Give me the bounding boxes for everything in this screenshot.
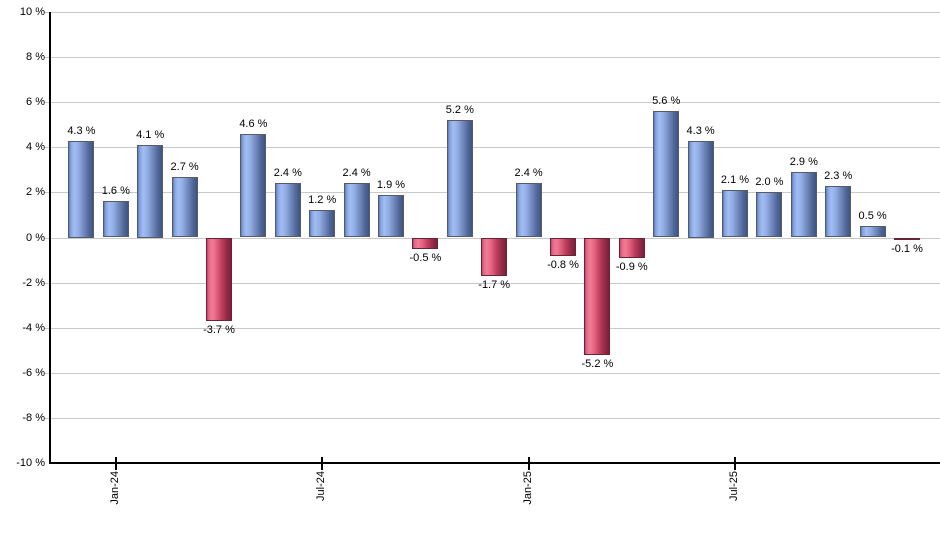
bar bbox=[378, 194, 404, 238]
gridline bbox=[44, 12, 940, 13]
y-axis-line bbox=[49, 12, 51, 463]
bar bbox=[102, 201, 129, 238]
gridline bbox=[44, 327, 940, 329]
bar-value-label: 5.6 % bbox=[652, 95, 681, 108]
x-axis-tick-label: Jul-24 bbox=[315, 471, 328, 501]
bar bbox=[240, 133, 267, 238]
bar-value-label: -1.7 % bbox=[478, 278, 511, 291]
bar-value-label: 4.1 % bbox=[136, 129, 165, 141]
bar bbox=[274, 183, 301, 238]
bar-value-label: 2.3 % bbox=[824, 169, 853, 182]
x-axis-tick bbox=[527, 457, 530, 470]
bar bbox=[790, 172, 817, 238]
bar bbox=[481, 237, 508, 276]
bar-value-label: 2.7 % bbox=[170, 160, 199, 173]
bar-value-label: -0.5 % bbox=[409, 251, 442, 264]
bar bbox=[515, 183, 542, 238]
y-axis-tick-label: 6 % bbox=[26, 96, 45, 109]
bar bbox=[894, 237, 920, 240]
gridline bbox=[44, 282, 940, 284]
y-axis-tick-label: -4 % bbox=[22, 321, 45, 334]
y-axis-tick-label: 0 % bbox=[26, 231, 45, 244]
gridline bbox=[44, 372, 940, 374]
y-axis-tick-label: -6 % bbox=[22, 366, 45, 379]
y-axis-tick-label: -8 % bbox=[22, 411, 45, 424]
bar-value-label: 4.3 % bbox=[686, 124, 715, 137]
x-axis-tick bbox=[321, 457, 324, 470]
bar-value-label: 2.4 % bbox=[273, 167, 302, 180]
bar bbox=[825, 185, 852, 238]
gridline bbox=[44, 102, 940, 104]
y-axis-tick-label: -2 % bbox=[22, 276, 45, 289]
bar-value-label: 2.1 % bbox=[720, 174, 750, 187]
bar-value-label: -5.2 % bbox=[581, 357, 614, 370]
y-axis-tick-label: 10 % bbox=[19, 6, 45, 18]
y-axis-tick-label: 4 % bbox=[26, 141, 45, 154]
x-axis-line bbox=[49, 462, 940, 464]
bar bbox=[137, 145, 164, 238]
x-axis-tick-label: Jan-24 bbox=[108, 471, 121, 505]
bar bbox=[446, 120, 473, 238]
bar bbox=[653, 111, 680, 238]
bar bbox=[722, 190, 748, 238]
bar-value-label: 4.3 % bbox=[67, 124, 96, 137]
gridline bbox=[44, 192, 940, 194]
bar-value-label: 1.9 % bbox=[376, 178, 406, 191]
bar-value-label: -0.8 % bbox=[547, 258, 579, 271]
bar-value-label: -3.7 % bbox=[203, 323, 235, 336]
bar bbox=[206, 237, 232, 321]
bar-value-label: 2.9 % bbox=[789, 156, 818, 169]
bar bbox=[687, 140, 714, 238]
bar-value-label: -0.1 % bbox=[891, 242, 923, 255]
bar bbox=[859, 226, 886, 238]
bar bbox=[550, 237, 576, 256]
gridline bbox=[44, 147, 940, 149]
bar bbox=[756, 192, 783, 238]
bar bbox=[584, 237, 611, 355]
bar-value-label: 2.4 % bbox=[514, 167, 543, 180]
x-axis-tick bbox=[734, 457, 736, 470]
bar-value-label: -0.9 % bbox=[615, 260, 648, 273]
gridline bbox=[44, 57, 940, 59]
bar bbox=[618, 237, 645, 258]
x-axis-tick bbox=[114, 457, 117, 470]
bar-value-label: 2.4 % bbox=[342, 167, 371, 180]
bar-value-label: 2.0 % bbox=[755, 176, 784, 189]
y-axis-tick-label: 2 % bbox=[26, 186, 45, 199]
y-axis-tick-label: 8 % bbox=[26, 51, 45, 64]
bar-value-label: 1.2 % bbox=[308, 194, 337, 207]
bar bbox=[309, 210, 336, 238]
bar bbox=[68, 140, 95, 238]
bar-value-label: 5.2 % bbox=[445, 104, 474, 117]
x-axis-tick-label: Jan-25 bbox=[521, 471, 534, 505]
bar bbox=[343, 183, 370, 238]
x-axis-tick-label: Jul-25 bbox=[728, 471, 740, 501]
y-axis-tick-label: -10 % bbox=[16, 457, 45, 469]
bar bbox=[412, 237, 439, 249]
gridline bbox=[44, 417, 940, 419]
bar-value-label: 1.6 % bbox=[101, 185, 130, 198]
bar bbox=[171, 176, 198, 238]
bar-value-label: 4.6 % bbox=[239, 117, 268, 130]
bar-value-label: 0.5 % bbox=[858, 210, 887, 223]
